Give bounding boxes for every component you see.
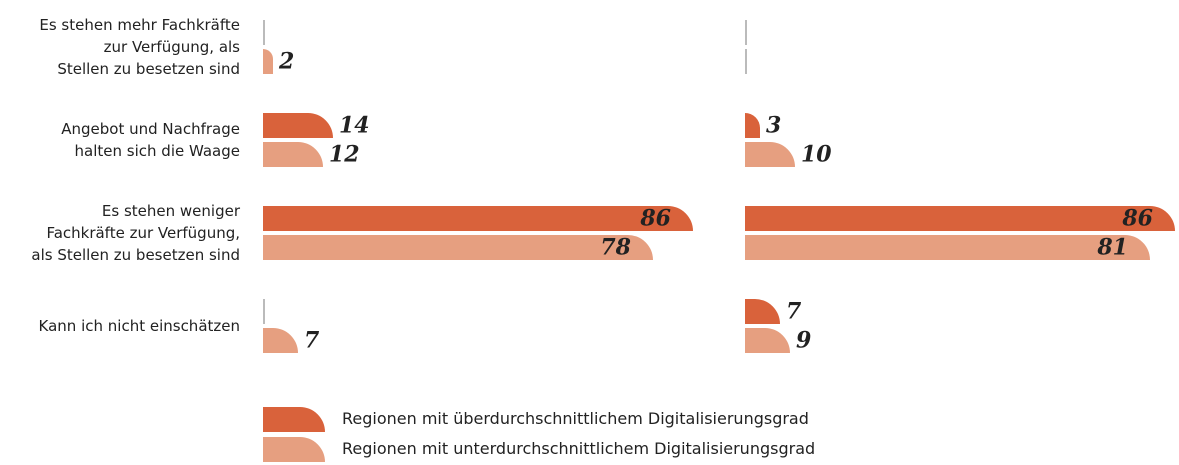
value-label: 10 [801, 142, 832, 168]
category-label: Kann ich nicht einschätzen [38, 317, 240, 335]
value-label: 14 [339, 113, 370, 139]
value-label: 12 [329, 142, 360, 168]
legend-swatch [263, 437, 325, 462]
value-label: 2 [278, 49, 294, 75]
value-label: 86 [1121, 206, 1153, 232]
bar [263, 49, 273, 74]
bar [745, 113, 760, 138]
bar [745, 328, 790, 353]
bar [263, 113, 333, 138]
legend-label: Regionen mit überdurchschnittlichem Digi… [342, 409, 809, 428]
value-label: 81 [1096, 235, 1128, 261]
value-label: 7 [786, 299, 802, 325]
category-label: Es stehen mehr Fachkräfte zur Verfügung,… [39, 16, 240, 78]
category-label: Es stehen weniger Fachkräfte zur Verfügu… [31, 202, 240, 264]
bar [263, 206, 693, 231]
value-label: 78 [600, 235, 631, 261]
value-label: 86 [639, 206, 671, 232]
value-label: 9 [796, 328, 811, 354]
bar [745, 142, 795, 167]
legend-swatch [263, 407, 325, 432]
bar [263, 328, 298, 353]
bar [745, 299, 780, 324]
legend-label: Regionen mit unterdurchschnittlichem Dig… [342, 439, 815, 458]
bar [263, 142, 323, 167]
value-label: 7 [304, 328, 320, 354]
bar [745, 206, 1175, 231]
bar [745, 235, 1150, 260]
value-label: 3 [766, 113, 781, 139]
category-label: Angebot und Nachfrage halten sich die Wa… [61, 120, 240, 160]
bar [263, 235, 653, 260]
